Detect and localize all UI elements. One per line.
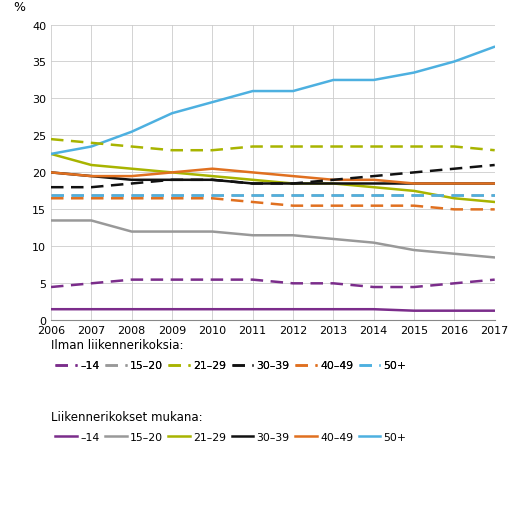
Text: %: % — [13, 1, 25, 14]
Legend: –14, 15–20, 21–29, 30–39, 40–49, 50+: –14, 15–20, 21–29, 30–39, 40–49, 50+ — [51, 356, 410, 375]
Text: Ilman liikennerikoksia:: Ilman liikennerikoksia: — [51, 338, 183, 351]
Text: Liikennerikokset mukana:: Liikennerikokset mukana: — [51, 410, 202, 422]
Legend: –14, 15–20, 21–29, 30–39, 40–49, 50+: –14, 15–20, 21–29, 30–39, 40–49, 50+ — [51, 428, 410, 446]
